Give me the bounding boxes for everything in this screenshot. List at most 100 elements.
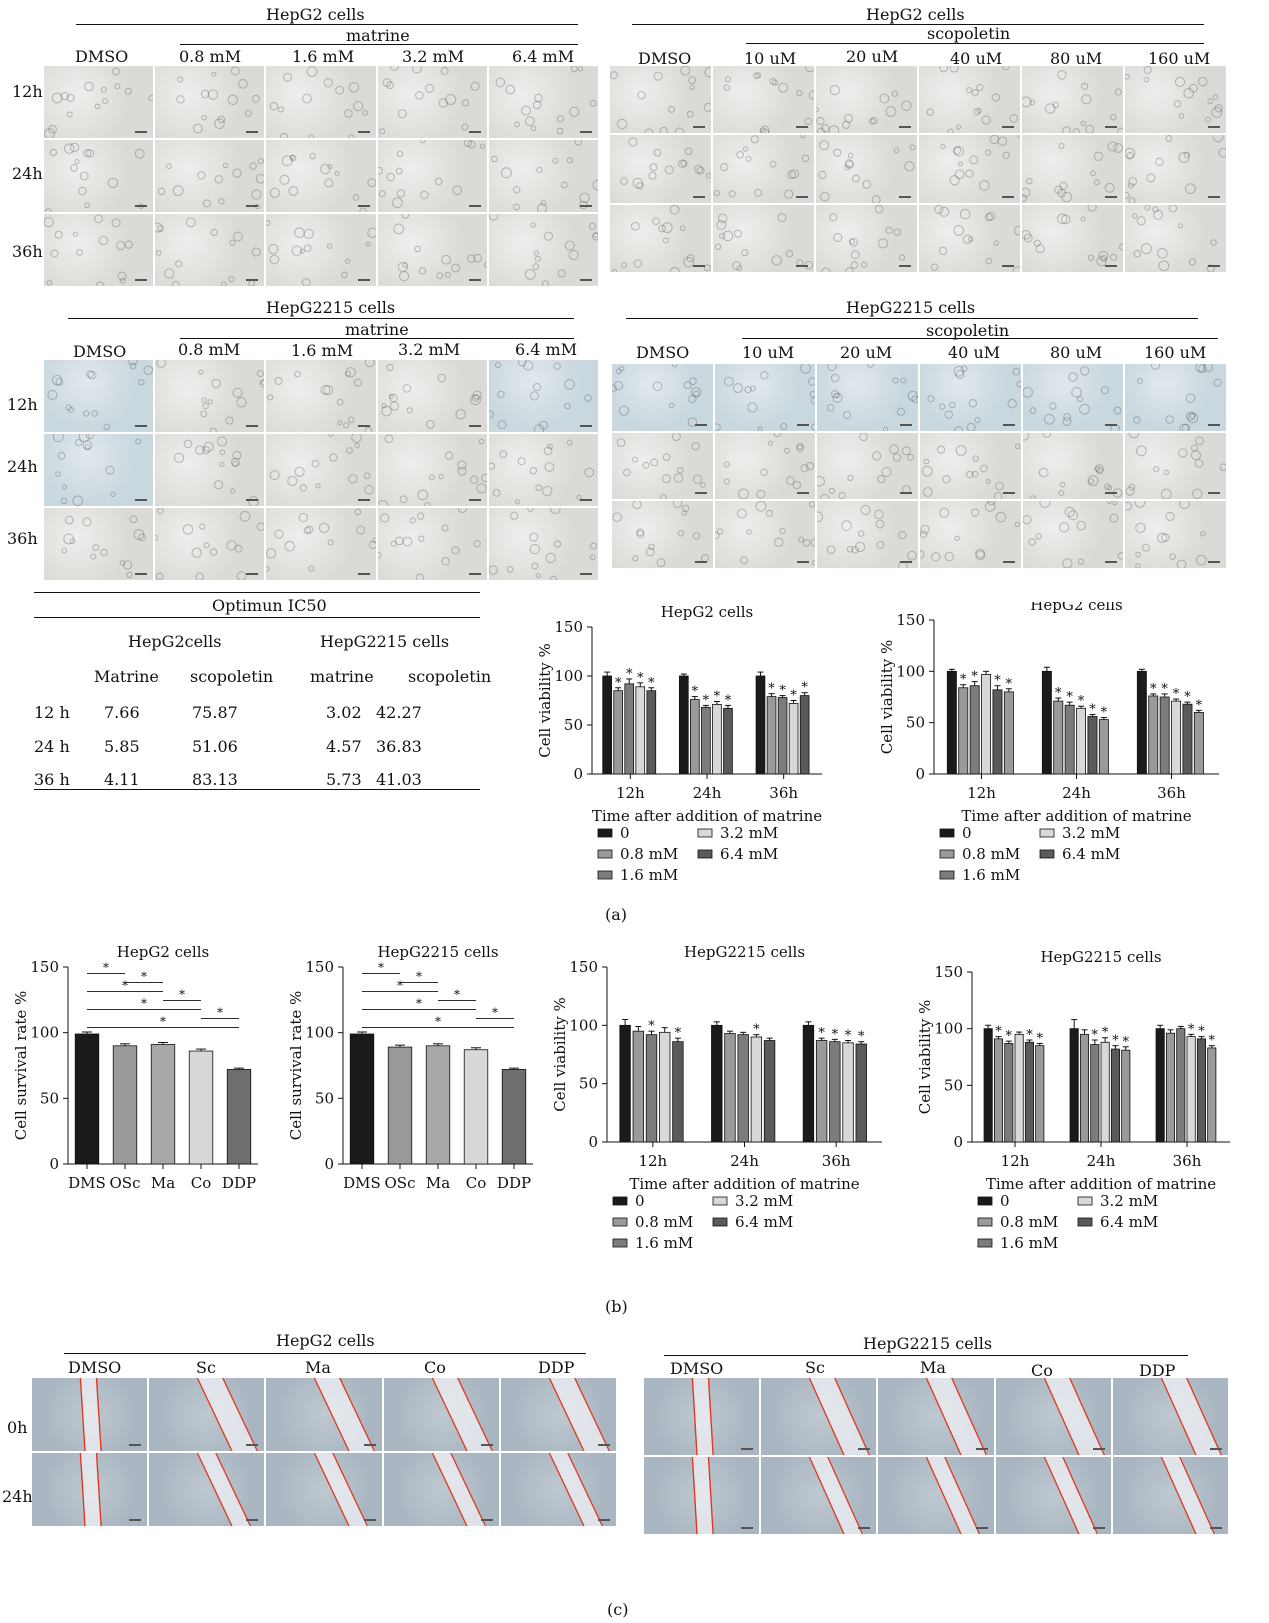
wound-image: [644, 1457, 760, 1534]
col-label: Ma: [305, 1358, 331, 1377]
micrograph-image: [488, 508, 598, 580]
bar: [724, 1033, 736, 1143]
y-tick-label: 0: [324, 1155, 334, 1173]
cell-dots: [155, 508, 265, 580]
bar: [1004, 1043, 1014, 1143]
bar: [425, 1045, 451, 1165]
micrograph-image: [266, 140, 376, 212]
col-label: 80 uM: [1050, 49, 1103, 68]
scale-bar: [1209, 1448, 1222, 1450]
col-label: DDP: [538, 1358, 575, 1377]
wound-overlay: [79, 1378, 102, 1451]
cell-dots: [921, 443, 1021, 500]
micrograph-image: [1125, 432, 1226, 500]
legend-label: 1.6 mM: [962, 866, 1020, 884]
y-tick-label: 0: [953, 1133, 963, 1151]
micrograph-image: [816, 66, 917, 134]
scale-bar: [357, 425, 370, 427]
bar: [737, 1034, 749, 1143]
wound-image: [878, 1378, 994, 1455]
bar: [672, 1041, 684, 1143]
micrograph-image: [1125, 66, 1226, 134]
row-label: 12h: [7, 395, 38, 414]
micrograph-image: [610, 66, 711, 134]
cell-dots: [714, 501, 816, 566]
y-axis-label: Cell viability %: [536, 643, 554, 757]
legend-swatch: [939, 849, 955, 859]
scale-bar: [796, 126, 808, 129]
cell-dots: [488, 214, 598, 286]
bar: [777, 697, 788, 775]
row-label: 24h: [2, 1487, 33, 1506]
significance-star: *: [492, 1005, 498, 1019]
table-title: Optimun IC50: [212, 596, 327, 615]
scale-bar: [357, 499, 370, 501]
col-label: 0.8 mM: [178, 340, 241, 359]
cell-value: 7.66: [104, 703, 140, 722]
bar: [690, 699, 700, 775]
legend-swatch: [1077, 1217, 1093, 1227]
col-label: DMSO: [68, 1358, 122, 1377]
bar: [1100, 1041, 1110, 1143]
col-label: DMSO: [670, 1359, 724, 1378]
bar: [678, 675, 689, 775]
significance-star: *: [779, 684, 786, 699]
title-rule: [632, 24, 1204, 25]
legend-label: 0: [635, 1192, 645, 1210]
significance-star: *: [1006, 677, 1013, 692]
title-rule: [68, 318, 574, 319]
bar: [150, 1044, 176, 1165]
bar: [799, 695, 810, 775]
cell-dots: [490, 140, 598, 212]
scale-bar: [1002, 560, 1015, 563]
x-tick-label: Co: [466, 1174, 487, 1192]
micrograph-image: [44, 508, 154, 580]
cell-dots: [713, 135, 810, 200]
significance-star: *: [615, 676, 622, 691]
y-tick-label: 150: [554, 618, 583, 636]
legend-label: 0.8 mM: [635, 1213, 693, 1231]
y-tick-label: 50: [315, 1089, 334, 1107]
cell-dots: [488, 508, 597, 580]
x-tick-label: 36h: [769, 784, 798, 802]
wound-overlay: [1160, 1457, 1215, 1534]
chart-title: HepG2 cells: [661, 603, 753, 621]
block-title: HepG2215 cells: [266, 298, 396, 317]
drug-label: matrine: [345, 320, 409, 339]
bar: [613, 690, 624, 775]
col-label: 3.2 mM: [398, 340, 461, 359]
cell-dots: [44, 67, 154, 138]
micrograph-image: [817, 364, 918, 431]
legend-swatch: [697, 828, 713, 838]
col-label: DDP: [1139, 1361, 1176, 1380]
bar: [1136, 670, 1147, 775]
col-label: 1.6 mM: [291, 341, 354, 360]
cell-dots: [714, 212, 814, 271]
wound-image: [995, 1457, 1111, 1534]
bar: [763, 1040, 776, 1143]
y-tick-label: 50: [40, 1089, 59, 1107]
wound-overlay: [808, 1457, 864, 1534]
bar: [1098, 719, 1109, 775]
scale-bar: [246, 131, 259, 133]
row-label: 36h: [12, 242, 43, 261]
significance-star: *: [790, 689, 797, 704]
significance-star: *: [1101, 706, 1108, 721]
significance-star: *: [217, 1005, 223, 1019]
significance-star: *: [1184, 690, 1191, 705]
cell-dots: [1022, 70, 1123, 134]
x-tick-label: DDP: [497, 1174, 531, 1192]
micrograph-image: [817, 432, 918, 500]
bar: [946, 670, 957, 775]
bar: [387, 1046, 413, 1165]
legend-label: 1.6 mM: [620, 866, 678, 884]
legend-label: 1.6 mM: [635, 1234, 693, 1252]
wound-overlay: [431, 1378, 493, 1451]
drug-label: scopoletin: [926, 321, 1010, 340]
micrograph-grid: [612, 364, 1226, 568]
row-label: 0h: [7, 1418, 28, 1437]
cell-value: 5.85: [104, 737, 140, 756]
scale-bar: [797, 423, 810, 426]
legend-label: 0: [962, 824, 972, 842]
wound-image: [761, 1457, 877, 1534]
